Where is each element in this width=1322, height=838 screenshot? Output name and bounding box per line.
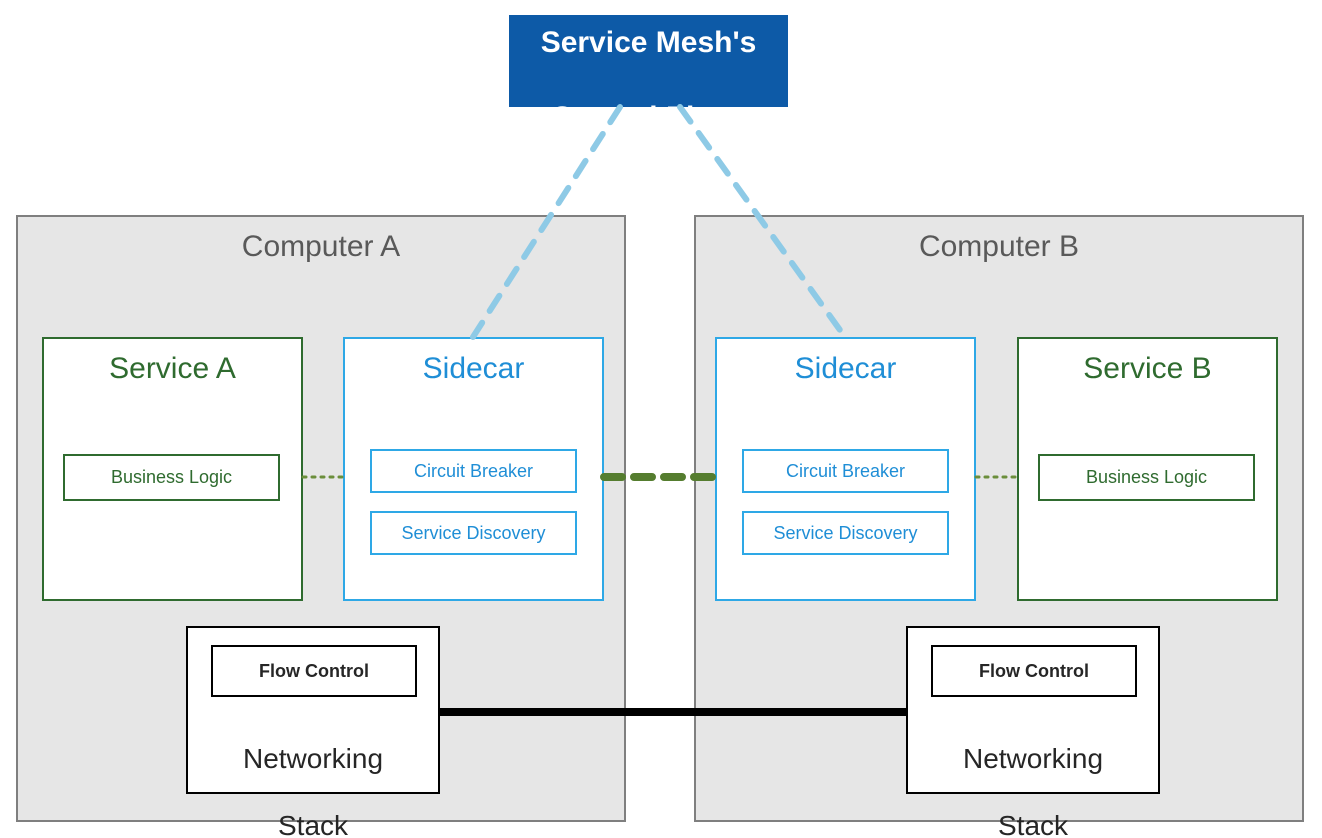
service-a-business-logic-label: Business Logic (111, 467, 232, 488)
flow-control-b-box: Flow Control (931, 645, 1137, 697)
networking-stack-b-line2: Stack (998, 810, 1068, 838)
control-plane-box: Service Mesh's Control Plane (509, 15, 788, 107)
networking-stack-a-line1: Networking (243, 743, 383, 774)
networking-stack-b-label: Networking Stack (906, 708, 1160, 838)
service-a-title: Service A (42, 352, 303, 386)
sidecar-b-service-discovery-label: Service Discovery (773, 523, 917, 544)
computer-b-label: Computer B (694, 230, 1304, 264)
sidecar-b-service-discovery-box: Service Discovery (742, 511, 949, 555)
service-b-title: Service B (1017, 352, 1278, 386)
service-b-business-logic-label: Business Logic (1086, 467, 1207, 488)
networking-stack-a-label: Networking Stack (186, 708, 440, 838)
computer-a-label: Computer A (16, 230, 626, 264)
sidecar-a-circuit-breaker-box: Circuit Breaker (370, 449, 577, 493)
sidecar-a-circuit-breaker-label: Circuit Breaker (414, 461, 533, 482)
flow-control-a-box: Flow Control (211, 645, 417, 697)
sidecar-a-service-discovery-box: Service Discovery (370, 511, 577, 555)
sidecar-b-title: Sidecar (715, 352, 976, 386)
networking-stack-b-line1: Networking (963, 743, 1103, 774)
sidecar-b-circuit-breaker-label: Circuit Breaker (786, 461, 905, 482)
networking-stack-a-line2: Stack (278, 810, 348, 838)
flow-control-b-label: Flow Control (979, 661, 1089, 682)
control-plane-line1: Service Mesh's (541, 26, 757, 59)
control-plane-label: Service Mesh's Control Plane (541, 0, 757, 136)
sidecar-a-title: Sidecar (343, 352, 604, 386)
service-a-business-logic-box: Business Logic (63, 454, 280, 501)
flow-control-a-label: Flow Control (259, 661, 369, 682)
sidecar-b-circuit-breaker-box: Circuit Breaker (742, 449, 949, 493)
service-b-business-logic-box: Business Logic (1038, 454, 1255, 501)
sidecar-a-service-discovery-label: Service Discovery (401, 523, 545, 544)
control-plane-line2: Control Plane (551, 101, 746, 134)
